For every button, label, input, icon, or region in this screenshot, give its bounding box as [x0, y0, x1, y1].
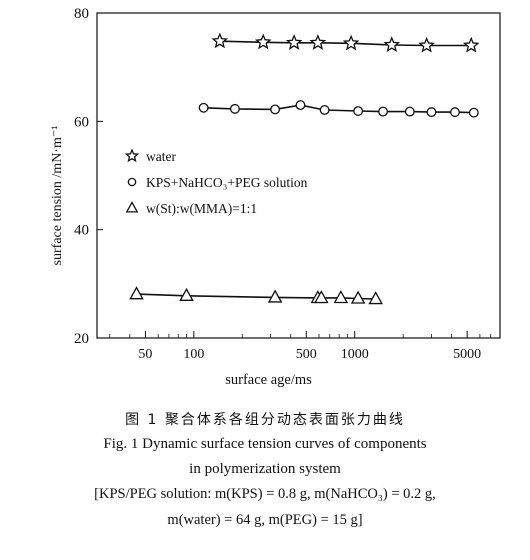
surface-tension-chart: water KPS+NaHCO₃+PEG solution w(St):w(MMA)…	[50, 6, 501, 388]
y-tick-label: 80	[74, 6, 89, 22]
y-tick-label: 60	[74, 114, 89, 130]
legend-entry: KPS+NaHCO₃+PEG solution	[146, 175, 308, 190]
data-point-circle	[270, 104, 281, 115]
data-point-star	[309, 34, 327, 50]
figure-caption-english-line2: in polymerization system	[189, 461, 341, 477]
data-point-circle	[229, 103, 240, 114]
data-point-triangle	[350, 290, 366, 304]
series-line-star	[219, 40, 472, 47]
data-point-circle	[468, 107, 479, 118]
y-tick-label: 40	[74, 223, 89, 239]
y-axis-label: surface tension /mN·m⁻¹	[50, 126, 65, 266]
x-tick-label: 50	[138, 347, 152, 362]
legend-entry: water	[146, 149, 176, 164]
data-point-circle	[198, 102, 209, 113]
x-tick-label: 1000	[341, 347, 369, 362]
data-point-circle	[404, 106, 415, 117]
data-point-star	[254, 33, 272, 50]
legend-marker-star	[124, 148, 140, 163]
data-point-circle	[319, 105, 330, 115]
data-point-star	[342, 34, 360, 51]
data-point-circle	[426, 107, 437, 118]
data-point-star	[383, 36, 401, 52]
x-tick-label: 100	[183, 347, 204, 362]
data-point-triangle	[333, 290, 349, 304]
data-point-triangle	[267, 289, 283, 303]
x-axis-label: surface age/ms	[225, 372, 312, 388]
data-point-triangle	[179, 287, 194, 301]
data-point-triangle	[314, 290, 329, 304]
axis-labels: 20 40 60 80 50 100 500 1000 5000 surface age/ms su…	[50, 6, 481, 388]
plot-frame	[96, 12, 501, 339]
data-point-star	[211, 32, 229, 49]
axes	[96, 12, 501, 339]
y-tick-label: 20	[74, 331, 89, 347]
data-point-star	[285, 34, 303, 50]
legend-entry: w(St):w(MMA)=1:1	[146, 201, 257, 216]
data-point-circle	[450, 107, 460, 118]
figure-caption-english-line1: Fig. 1 Dynamic surface tension curves of…	[103, 436, 427, 452]
legend-marker-triangle	[125, 201, 139, 213]
x-tick-label: 5000	[453, 347, 481, 362]
data-point-triangle	[129, 286, 144, 300]
figure-note-line1: [KPS/PEG solution: m(KPS) = 0.8 g, m(NaH…	[94, 486, 436, 502]
figure-caption-chinese: 图 1 聚合体系各组分动态表面张力曲线	[125, 412, 405, 428]
figure-note-line2: m(water) = 64 g, m(PEG) = 15 g]	[167, 512, 363, 528]
x-tick-label: 500	[296, 347, 317, 362]
series-lines	[136, 40, 474, 300]
data-point-star	[418, 36, 435, 53]
data-point-circle	[353, 106, 364, 116]
data-point-circle	[378, 106, 388, 117]
data-markers	[129, 32, 480, 305]
data-point-circle	[295, 100, 306, 111]
legend: water KPS+NaHCO₃+PEG solution w(St):w(MMA)…	[124, 148, 308, 216]
legend-marker-circle	[127, 177, 137, 187]
data-point-triangle	[368, 291, 383, 305]
data-point-star	[462, 36, 480, 53]
